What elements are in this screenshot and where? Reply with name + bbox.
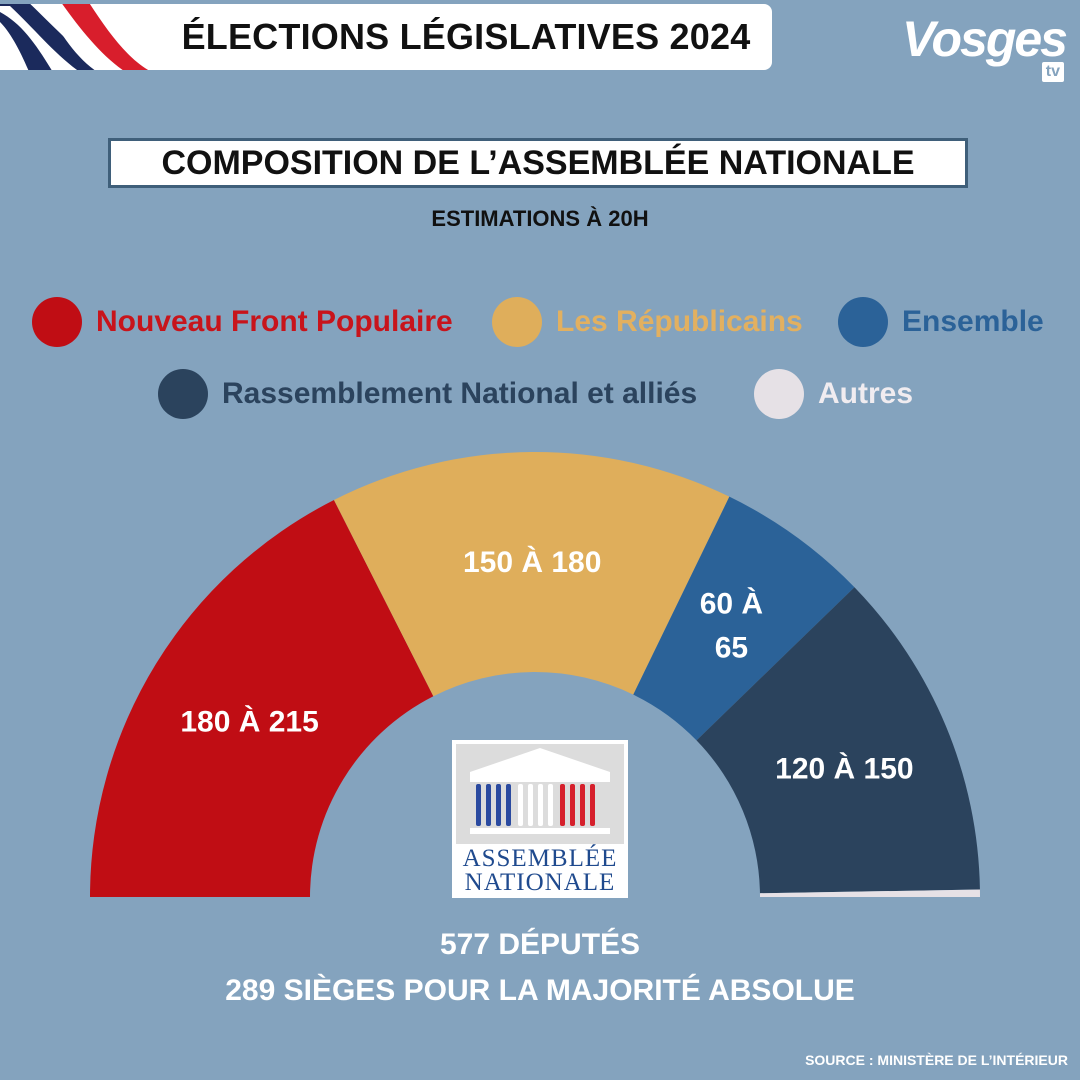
- legend-swatch: [492, 297, 542, 347]
- legend-swatch: [32, 297, 82, 347]
- majority-threshold: 289 SIÈGES POUR LA MAJORITÉ ABSOLUE: [225, 974, 855, 1007]
- legend-label: Nouveau Front Populaire: [96, 305, 453, 338]
- total-deputies: 577 DÉPUTÉS: [439, 928, 641, 961]
- assemblee-nationale-emblem: ASSEMBLÉE NATIONALE: [452, 740, 628, 898]
- legend-label: Les Républicains: [556, 305, 803, 338]
- legend-item-0: Nouveau Front Populaire: [32, 296, 453, 348]
- hemicycle-building-icon: [456, 744, 624, 844]
- legend-item-2: Ensemble: [838, 296, 1044, 348]
- header-banner: ÉLECTIONS LÉGISLATIVES 2024: [0, 4, 772, 70]
- legend-item-3: Rassemblement National et alliés: [158, 368, 697, 420]
- legend-label: Ensemble: [902, 305, 1044, 338]
- segment-3: [696, 587, 980, 894]
- legend-item-1: Les Républicains: [492, 296, 803, 348]
- emblem-text-line1: ASSEMBLÉE: [462, 845, 618, 872]
- legend-swatch: [838, 297, 888, 347]
- legend-swatch: [754, 369, 804, 419]
- legend-label: Autres: [818, 377, 914, 410]
- segment-0: [90, 499, 434, 897]
- legend-item-4: Autres: [754, 368, 913, 420]
- brand-name: Vosges: [901, 11, 1068, 67]
- emblem-text-line2: NATIONALE: [464, 869, 616, 896]
- tricolor-stripes: [0, 4, 149, 70]
- legend-swatch: [158, 369, 208, 419]
- segment-1: [333, 452, 730, 697]
- segment-label-3: 120 À 150: [775, 752, 913, 786]
- segment-4: [759, 889, 980, 897]
- legend-label: Rassemblement National et alliés: [222, 377, 698, 410]
- brand-logo: Vosges tv: [900, 10, 1070, 84]
- segment-2: [633, 496, 855, 741]
- segment-label-1: 150 À 180: [463, 545, 601, 579]
- chart-title: COMPOSITION DE L’ASSEMBLÉE NATIONALE: [108, 138, 968, 188]
- chart-subtitle: ESTIMATIONS À 20H: [431, 206, 649, 231]
- segment-label-0: 180 À 215: [180, 705, 318, 739]
- segment-label-2: 60 À 65: [700, 587, 763, 665]
- page-title: ÉLECTIONS LÉGISLATIVES 2024: [181, 16, 751, 57]
- brand-suffix: tv: [1041, 62, 1064, 82]
- source-note: SOURCE : MINISTÈRE DE L’INTÉRIEUR: [805, 1052, 1068, 1068]
